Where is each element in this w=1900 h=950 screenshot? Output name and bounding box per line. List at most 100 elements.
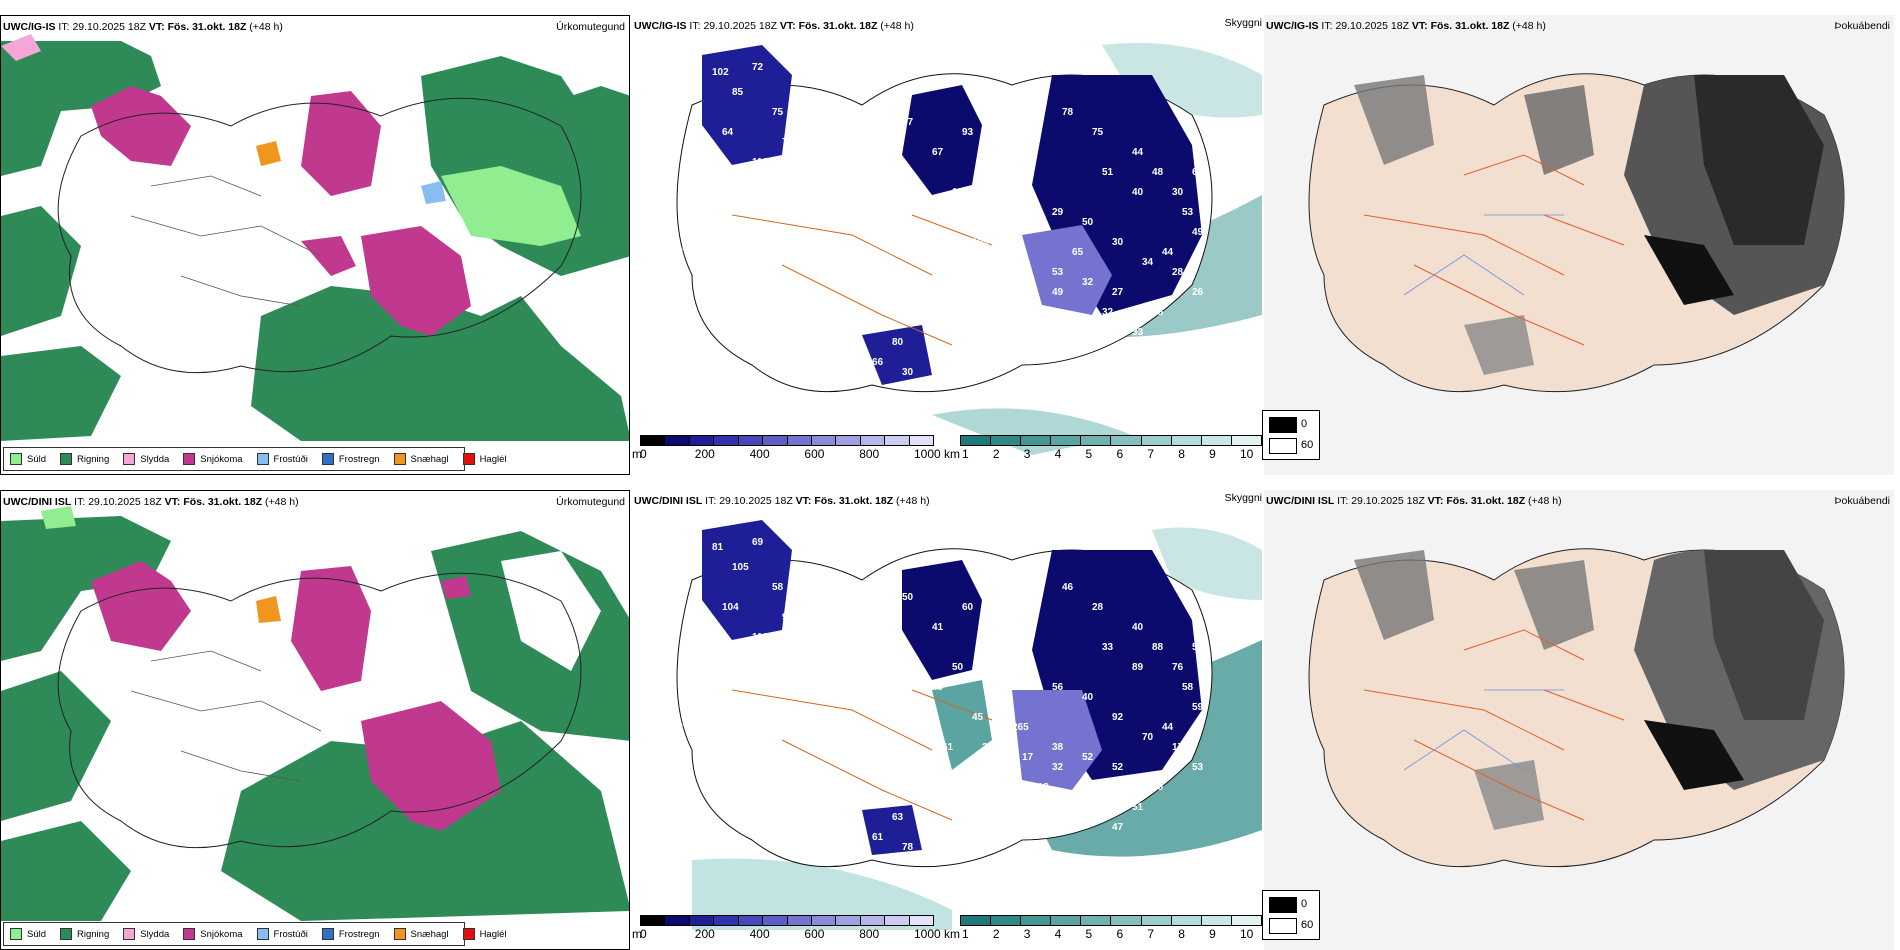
cloud-scale-tick: 200 (694, 447, 715, 461)
precip-legend: Súld Rigning Slydda Snjókoma Frostúði Frostre… (3, 447, 507, 471)
fog-panel-top: UWC/IG-IS IT: 29.10.2025 18Z VT: Fös. 31… (1264, 15, 1894, 475)
lead-time: (+48 h) (880, 20, 914, 32)
cloud-scale-tick: 0 (640, 447, 647, 461)
fog-map-top (1264, 15, 1894, 475)
colorbar-cell (1081, 916, 1112, 925)
precip-type-map-top (1, 16, 629, 474)
colorbar-cell (1141, 436, 1172, 445)
colorbar-cell (991, 916, 1022, 925)
cloud-base-label: 114 (702, 147, 719, 158)
legend-item: Slydda (123, 453, 169, 465)
legend-label: Rigning (77, 453, 110, 465)
cloud-base-label: 29 (1052, 207, 1064, 218)
cloud-base-label: 53 (1052, 267, 1064, 278)
cloud-base-label: 105 (732, 562, 749, 573)
vis-scale-tick: 6 (1116, 927, 1124, 941)
colorbar-cell (1051, 436, 1082, 445)
vis-scale-tick: 6 (1116, 447, 1124, 461)
cloud-base-label: 79 (932, 207, 944, 218)
cloud-base-label: 65 (1072, 247, 1084, 258)
vis-scale-tick: 3 (1023, 927, 1031, 941)
legend-swatch (321, 928, 334, 940)
cloud-base-label: 34 (1132, 307, 1144, 318)
vt-label: VT: (164, 496, 181, 508)
colorbar-cell (885, 436, 910, 445)
vis-scale-tick: 7 (1147, 447, 1155, 461)
colorbar-cell (1111, 916, 1142, 925)
colorbar-cell (689, 436, 715, 445)
cloud-base-label: 72 (752, 62, 764, 73)
cloud-base-label: 47 (1112, 822, 1124, 833)
vis-scale-tick: 2 (992, 447, 1000, 461)
legend-item: Snæhagl (393, 453, 449, 465)
vis-scale-tick: 2 (992, 927, 1000, 941)
cloud-base-label: 63 (892, 812, 904, 823)
cloud-base-label: 44 (1162, 722, 1174, 733)
model-name: UWC/DINI ISL (3, 496, 72, 508)
colorbar-cell (1231, 436, 1261, 445)
cloud-base-label: 50 (1082, 217, 1094, 228)
vis-scale-tick: 1 (962, 447, 969, 461)
cloud-base-label: 109 (972, 237, 989, 248)
legend-label: Frostregn (338, 453, 380, 465)
precip-legend: Súld Rigning Slydda Snjókoma Frostúði Frostre… (3, 922, 507, 946)
cloud-base-label: 49 (1192, 227, 1204, 238)
cloud-base-label: 122 (952, 187, 969, 198)
cloud-base-label: 88 (1152, 642, 1164, 653)
it-value: 29.10.2025 18Z (88, 496, 162, 508)
it-label: IT: (74, 496, 86, 508)
cloud-base-label: 46 (1062, 582, 1074, 593)
cloud-base-label: 33 (1102, 642, 1114, 653)
cloud-scale-tick: 800 (859, 447, 880, 461)
visibility-colorbar-bottom (960, 915, 1262, 926)
cloud-base-label: 36 (862, 257, 874, 268)
cloud-base-label: 17 (1022, 752, 1034, 763)
legend-item: Súld (10, 453, 46, 465)
fog-legend-value: 0 (1301, 418, 1308, 430)
cloud-base-label: 57 (902, 117, 914, 128)
panel-header: UWC/DINI ISL IT: 29.10.2025 18Z VT: Fös.… (3, 496, 299, 508)
vis-scale-tick: 1 (962, 927, 969, 941)
cloud-base-label: 61 (942, 742, 954, 753)
colorbar-cell (1231, 916, 1261, 925)
it-label: IT: (58, 21, 70, 33)
legend-item: Frostregn (321, 928, 380, 940)
panel-title: Þokuábendi (1834, 20, 1890, 32)
cloud-base-label: 58 (772, 582, 784, 593)
cloud-base-label: 49 (932, 682, 944, 693)
legend-item: Snjókoma (183, 928, 243, 940)
cloud-base-label: 26 (1192, 287, 1204, 298)
cloud-base-label: 56 (1052, 682, 1064, 693)
vis-scale-tick: 9 (1209, 927, 1216, 941)
legend-swatch (393, 928, 406, 940)
vis-scale-tick: 5 (1085, 927, 1093, 941)
lead-time: (+48 h) (1528, 495, 1562, 507)
cloud-scale-tick: 0 (640, 927, 647, 941)
cloud-base-label: 40 (1132, 187, 1144, 198)
legend-swatch (183, 453, 196, 465)
cloud-base-label: 51 (1132, 802, 1144, 813)
legend-swatch (462, 453, 475, 465)
cloud-base-label: 24 (1022, 277, 1034, 288)
cloud-base-label: 116 (982, 267, 999, 278)
cloud-base-label: 93 (962, 127, 974, 138)
cloud-base-label: 28 (1092, 602, 1104, 613)
cloud-base-label: 40 (1132, 622, 1144, 633)
colorbar-cell (665, 436, 690, 445)
cloud-base-label: 265 (1012, 722, 1029, 733)
cloud-base-label: 34 (1142, 257, 1154, 268)
model-name: UWC/IG-IS (634, 20, 687, 32)
legend-label: Frostregn (338, 928, 380, 940)
cloud-base-label: 33 (1062, 337, 1074, 348)
cloud-base-label: 38 (1052, 742, 1064, 753)
cloud-base-label: 58 (932, 832, 944, 843)
colorbar-cell (738, 916, 764, 925)
colorbar-cell (836, 916, 861, 925)
legend-item: Snjókoma (183, 453, 243, 465)
cloud-base-label: 52 (1082, 752, 1094, 763)
legend-swatch (462, 928, 475, 940)
cloud-scale-tick: 600 (804, 447, 825, 461)
cloud-base-label: 79 (782, 137, 794, 148)
